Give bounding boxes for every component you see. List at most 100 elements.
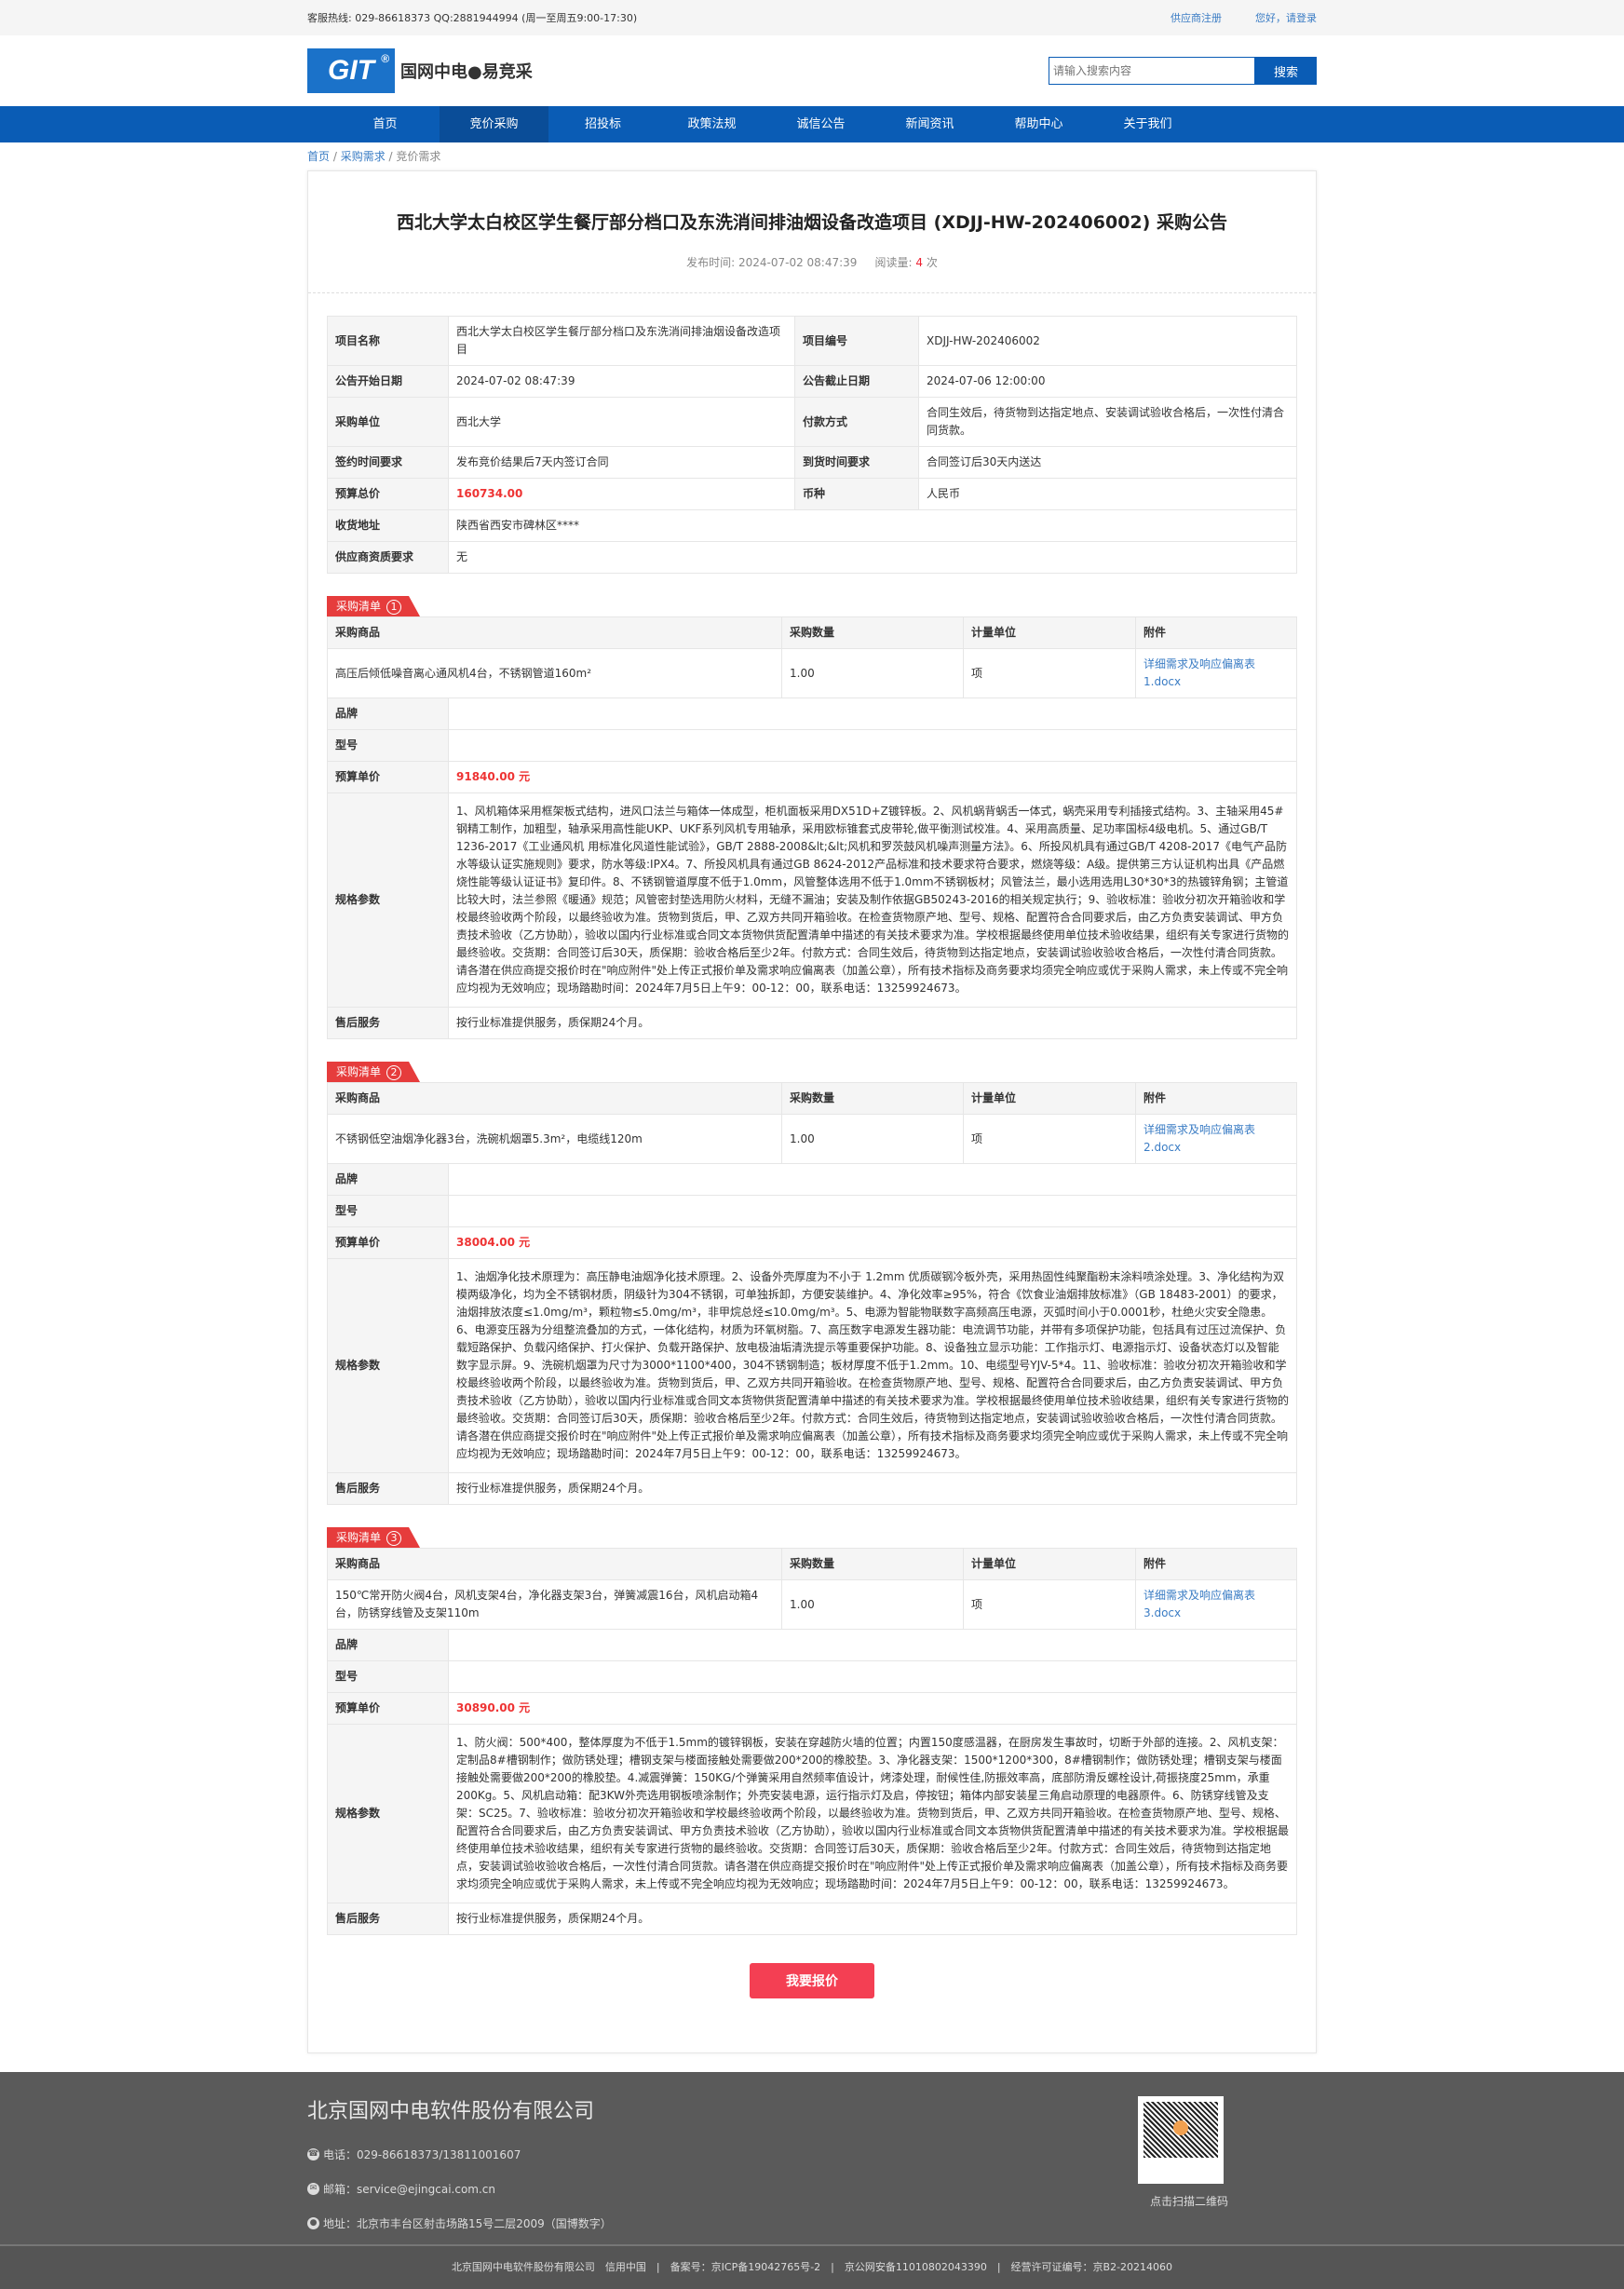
purchase-list-tag: 采购清单 1 <box>327 596 421 616</box>
label: 1 <box>386 600 402 615</box>
purchase-list-table: 采购商品 采购数量 计量单位 附件 不锈钢低空油烟净化器3台，洗碗机烟罩5.3m²，电… <box>326 1082 1297 1505</box>
label: 计量单位 <box>963 1548 1137 1580</box>
qr-code[interactable] <box>1138 2096 1224 2184</box>
email-icon: ✉ <box>307 2183 319 2195</box>
footer-phone: 电话：029-86618373/13811001607 <box>323 2148 521 2161</box>
nav-item-3[interactable]: 政策法规 <box>687 117 737 131</box>
site-logo[interactable]: GIT ® 国网中电●易竞采 <box>307 48 533 93</box>
goods-name: 不锈钢低空油烟净化器3台，洗碗机烟罩5.3m²，电缆线120m <box>326 1114 783 1164</box>
footer-bottom: 北京国网中电软件股份有限公司 信用中国 | 备案号：京ICP备19042765号… <box>0 2244 1624 2289</box>
table-row: 高压后倾低噪音离心通风机4台，不锈钢管道160m² 1.00 项详细需求及响应偏离表… <box>326 648 1297 698</box>
buyer: 西北大学 <box>448 397 795 447</box>
label: 售后服务 <box>327 1007 449 1039</box>
address: 陕西省西安市碑林区**** <box>448 509 1297 542</box>
header: GIT® 国网中电●易竞采 搜索 <box>0 35 1624 106</box>
nav-item-0[interactable]: 首页 <box>372 117 398 131</box>
quantity: 1.00 <box>781 1579 965 1630</box>
start-date: 2024-07-02 08:47:39 <box>448 365 795 398</box>
label: 型号 <box>327 1660 449 1693</box>
label: 预算单价 <box>327 1692 449 1725</box>
supplier-register-link[interactable]: 供应商注册 <box>1171 12 1222 24</box>
phone-icon: ☎ <box>307 2148 319 2160</box>
logo-text: 国网中电●易竞采 <box>400 62 533 82</box>
location-icon: ● <box>307 2217 319 2229</box>
label: 采购清单 <box>336 1065 382 1078</box>
brand <box>448 698 1297 730</box>
after-sales: 按行业标准提供服务，质保期24个月。 <box>448 1903 1297 1935</box>
nav-item-2[interactable]: 招投标 <box>584 117 621 131</box>
nav-item-5[interactable]: 新闻资讯 <box>905 117 954 131</box>
label: 规格参数 <box>327 1724 449 1903</box>
purchase-list-table: 采购商品 采购数量 计量单位 附件 高压后倾低噪音离心通风机4台，不锈钢管道160m²… <box>326 616 1297 1039</box>
footer-address: 地址：北京市丰台区射击场路15号二层2009（国博数字） <box>323 2217 612 2230</box>
label: 项目编号 <box>794 316 919 366</box>
table-row: 不锈钢低空油烟净化器3台，洗碗机烟罩5.3m²，电缆线120m 1.00 项详细需求… <box>326 1114 1297 1164</box>
breadcrumb-home[interactable]: 首页 <box>307 150 331 163</box>
unit-budget: 38004.00 元 <box>448 1226 1297 1259</box>
label: 附件 <box>1135 1548 1297 1580</box>
search-input[interactable] <box>1049 57 1255 85</box>
quantity: 1.00 <box>781 648 965 698</box>
label: 签约时间要求 <box>327 446 449 479</box>
attachment-link[interactable]: 详细需求及响应偏离表3.docx <box>1144 1589 1256 1619</box>
label: 采购数量 <box>781 616 965 649</box>
notice-meta: 发布时间: 2024-07-02 08:47:39 阅读量: 4 次 <box>327 254 1297 270</box>
divider <box>308 292 1316 293</box>
label: 阅读量: <box>874 256 913 269</box>
after-sales: 按行业标准提供服务，质保期24个月。 <box>448 1007 1297 1039</box>
label: 预算单价 <box>327 1226 449 1259</box>
label: 附件 <box>1135 1082 1297 1115</box>
nav-item-6[interactable]: 帮助中心 <box>1014 117 1063 131</box>
page-title: 西北大学太白校区学生餐厅部分档口及东洗消间排油烟设备改造项目 (XDJJ-HW-… <box>397 212 1227 233</box>
label: 收货地址 <box>327 509 449 542</box>
label: 采购商品 <box>326 1548 783 1580</box>
spec-params: 1、风机箱体采用框架板式结构，进风口法兰与箱体一体成型，柜机面板采用DX51D+… <box>448 792 1297 1008</box>
model <box>448 729 1297 762</box>
label: 公告开始日期 <box>327 365 449 398</box>
label: 次 <box>926 256 938 269</box>
login-link[interactable]: 您好，请登录 <box>1255 12 1317 24</box>
brand <box>448 1163 1297 1196</box>
hotline-text: 客服热线: 029-86618373 QQ:2881944994 (周一至周五9… <box>307 12 638 24</box>
nav-item-7[interactable]: 关于我们 <box>1123 117 1172 131</box>
currency: 人民币 <box>918 478 1297 510</box>
publish-time: 2024-07-02 08:47:39 <box>738 256 858 269</box>
brand <box>448 1629 1297 1661</box>
read-count: 4 <box>915 256 924 269</box>
purchase-list-table: 采购商品 采购数量 计量单位 附件 150℃常开防火阀4台，风机支架4台，净化器支架3… <box>326 1548 1297 1935</box>
label: 公告截止日期 <box>794 365 919 398</box>
qr-caption: 点击扫描二维码 <box>1149 2195 1228 2208</box>
purchase-list-tag: 采购清单 3 <box>327 1527 421 1548</box>
project-name: 西北大学太白校区学生餐厅部分档口及东洗消间排油烟设备改造项目 <box>448 316 795 366</box>
model <box>448 1660 1297 1693</box>
unit: 项 <box>963 1114 1137 1164</box>
footer-email: 邮箱：service@ejingcai.com.cn <box>323 2183 496 2196</box>
nav-item-4[interactable]: 诚信公告 <box>796 117 846 131</box>
label: 3 <box>386 1531 402 1546</box>
label: 项目名称 <box>327 316 449 366</box>
unit: 项 <box>963 1579 1137 1630</box>
label: 规格参数 <box>327 1258 449 1473</box>
goods-name: 高压后倾低噪音离心通风机4台，不锈钢管道160m² <box>326 648 783 698</box>
search-button[interactable]: 搜索 <box>1255 57 1317 85</box>
project-no: XDJJ-HW-202406002 <box>918 316 1297 366</box>
quote-button[interactable]: 我要报价 <box>750 1963 874 1998</box>
label: 预算单价 <box>327 761 449 793</box>
label: 2 <box>386 1065 402 1080</box>
nav-item-1[interactable]: 竞价采购 <box>440 106 548 142</box>
table-row: 150℃常开防火阀4台，风机支架4台，净化器支架3台，弹簧减震16台，风机启动箱… <box>326 1579 1297 1630</box>
attachment-link[interactable]: 详细需求及响应偏离表2.docx <box>1144 1123 1256 1154</box>
label: 付款方式 <box>794 397 919 447</box>
project-info-table: 项目名称 西北大学太白校区学生餐厅部分档口及东洗消间排油烟设备改造项目 项目编号 XD… <box>327 316 1297 574</box>
attachment-link[interactable]: 详细需求及响应偏离表1.docx <box>1144 657 1256 688</box>
label: 计量单位 <box>963 1082 1137 1115</box>
label: 采购数量 <box>781 1082 965 1115</box>
notice-card: 西北大学太白校区学生餐厅部分档口及东洗消间排油烟设备改造项目 (XDJJ-HW-… <box>307 170 1317 2053</box>
breadcrumb-demand[interactable]: 采购需求 <box>340 150 386 163</box>
end-date: 2024-07-06 12:00:00 <box>918 365 1297 398</box>
label: 售后服务 <box>327 1472 449 1505</box>
label: 附件 <box>1135 616 1297 649</box>
footer: 北京国网中电软件股份有限公司 ☎ 电话：029-86618373/13811001… <box>0 2072 1624 2289</box>
model <box>448 1195 1297 1227</box>
label: 采购商品 <box>326 1082 783 1115</box>
